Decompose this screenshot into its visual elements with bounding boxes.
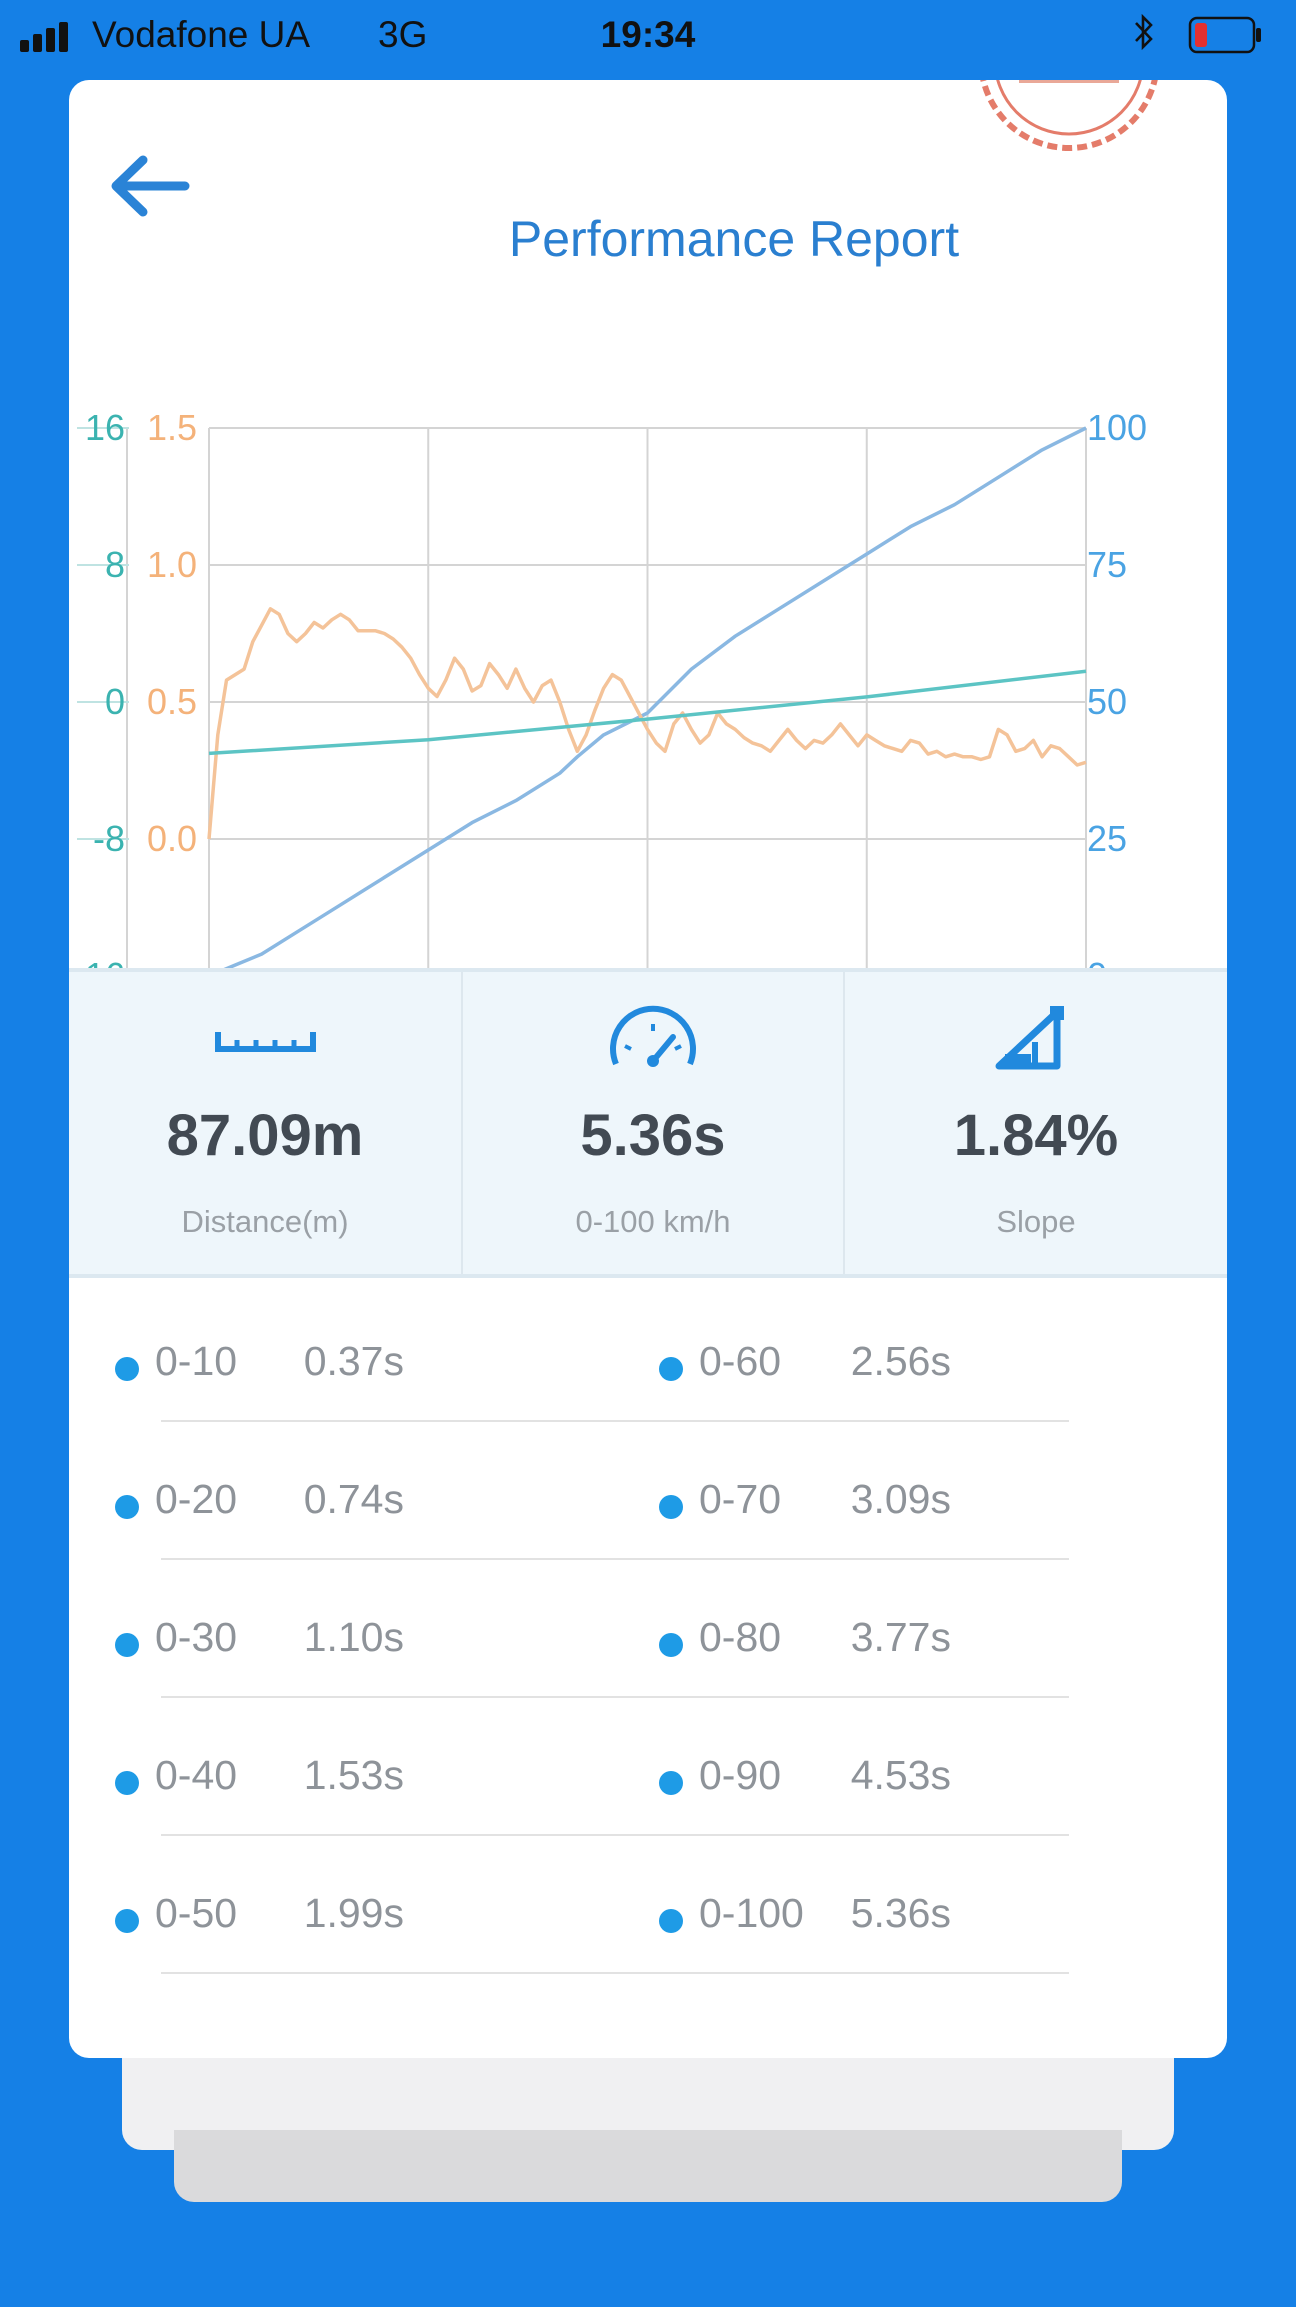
acceleration-time-value: 5.36s xyxy=(580,1103,726,1168)
split-row: 0-40 1.53s 0-90 4.53s xyxy=(69,1744,1227,1882)
row-divider xyxy=(161,1834,1069,1836)
split-time: 3.77s xyxy=(850,1614,951,1660)
tick-label-left-outer: -8 xyxy=(93,818,125,859)
tick-label-left-outer: 16 xyxy=(85,407,125,448)
bullet-dot xyxy=(659,1771,683,1795)
split-time: 1.53s xyxy=(303,1752,404,1798)
acceleration-label: 0-100 km/h xyxy=(575,1204,731,1239)
signal-strength-icon xyxy=(20,20,80,52)
tick-label-left-inner: 0.5 xyxy=(147,681,197,722)
row-divider xyxy=(161,1420,1069,1422)
split-row: 0-10 0.37s 0-60 2.56s xyxy=(69,1330,1227,1468)
split-time: 0.74s xyxy=(303,1476,404,1522)
bullet-dot xyxy=(659,1495,683,1519)
stat-divider xyxy=(843,972,845,1274)
tick-label-left-inner: 1.5 xyxy=(147,407,197,448)
stat-divider xyxy=(461,972,463,1274)
speedometer-icon xyxy=(610,1005,696,1067)
report-card: Performance Report 1680-8-161.51.00.50.0… xyxy=(69,80,1227,2058)
row-divider xyxy=(161,1696,1069,1698)
split-row: 0-20 0.74s 0-70 3.09s xyxy=(69,1468,1227,1606)
stacked-card-back-2 xyxy=(174,2130,1122,2202)
status-bar: Vodafone UA 3G 19:34 xyxy=(0,0,1296,72)
tick-label-left-outer: 0 xyxy=(105,681,125,722)
network-type: 3G xyxy=(378,14,428,55)
bullet-dot xyxy=(115,1633,139,1657)
split-label: 0-20 xyxy=(155,1476,238,1522)
page-title: Performance Report xyxy=(508,211,960,267)
split-time: 3.09s xyxy=(850,1476,951,1522)
bullet-dot xyxy=(659,1633,683,1657)
back-button[interactable] xyxy=(101,140,201,230)
tick-label-left-outer: 8 xyxy=(105,544,125,585)
tick-label-right: 100 xyxy=(1087,407,1147,448)
bullet-dot xyxy=(659,1357,683,1381)
tick-label-right: 50 xyxy=(1087,681,1127,722)
stat-distance: 87.09m Distance(m) xyxy=(69,972,461,1274)
bluetooth-icon xyxy=(1133,13,1155,59)
slope-series-line xyxy=(208,669,1087,756)
slope-label: Slope xyxy=(996,1204,1076,1239)
distance-value: 87.09m xyxy=(166,1103,364,1168)
split-row: 0-50 1.99s 0-100 5.36s xyxy=(69,1882,1227,2020)
split-label: 0-80 xyxy=(699,1614,782,1660)
stat-slope: 1.84% Slope xyxy=(845,972,1227,1274)
split-time: 1.10s xyxy=(303,1614,404,1660)
split-label: 0-60 xyxy=(699,1338,782,1384)
tick-label-left-inner: 0.0 xyxy=(147,818,197,859)
split-label: 0-40 xyxy=(155,1752,238,1798)
status-time: 19:34 xyxy=(600,14,696,55)
tick-label-right: 25 xyxy=(1087,818,1127,859)
split-label: 0-100 xyxy=(699,1890,804,1936)
stat-acceleration: 5.36s 0-100 km/h xyxy=(463,972,843,1274)
tick-label-right: 75 xyxy=(1087,544,1127,585)
slope-value: 1.84% xyxy=(953,1103,1119,1168)
split-time: 5.36s xyxy=(850,1890,951,1936)
split-label: 0-50 xyxy=(155,1890,238,1936)
stamp-badge xyxy=(959,80,1179,205)
split-label: 0-90 xyxy=(699,1752,782,1798)
bullet-dot xyxy=(115,1771,139,1795)
row-divider xyxy=(161,1558,1069,1560)
split-time: 2.56s xyxy=(850,1338,951,1384)
distance-label: Distance(m) xyxy=(181,1204,349,1239)
bullet-dot xyxy=(115,1357,139,1381)
slope-icon xyxy=(995,1006,1064,1070)
acceleration-series-line xyxy=(207,607,1087,840)
split-time: 4.53s xyxy=(850,1752,951,1798)
split-label: 0-30 xyxy=(155,1614,238,1660)
split-time: 1.99s xyxy=(303,1890,404,1936)
ruler-icon xyxy=(215,1032,316,1052)
split-time: 0.37s xyxy=(303,1338,404,1384)
row-divider xyxy=(161,1972,1069,1974)
split-row: 0-30 1.10s 0-80 3.77s xyxy=(69,1606,1227,1744)
tick-label-left-inner: 1.0 xyxy=(147,544,197,585)
stats-panel: 87.09m Distance(m) 5.36s 0-100 km/h 1.84… xyxy=(69,968,1227,1278)
arrow-left-icon xyxy=(111,155,190,217)
bullet-dot xyxy=(115,1909,139,1933)
carrier-name: Vodafone UA xyxy=(92,14,311,55)
speed-series-line xyxy=(208,426,1087,978)
split-label: 0-70 xyxy=(699,1476,782,1522)
bullet-dot xyxy=(115,1495,139,1519)
battery-low-icon xyxy=(1188,16,1264,54)
bullet-dot xyxy=(659,1909,683,1933)
split-label: 0-10 xyxy=(155,1338,238,1384)
